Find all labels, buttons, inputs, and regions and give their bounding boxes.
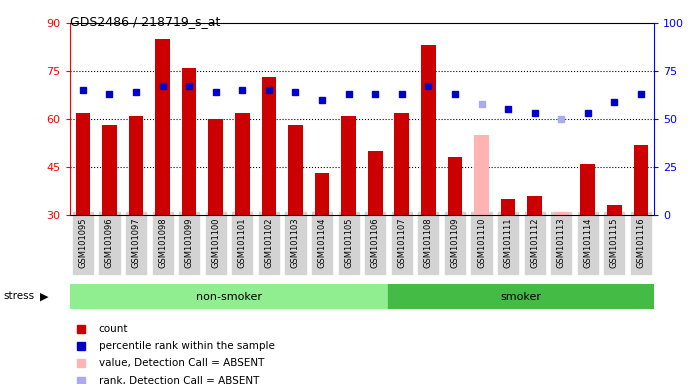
Bar: [129, 116, 143, 215]
Bar: [209, 119, 223, 215]
Bar: [70, 284, 388, 309]
Bar: [395, 113, 409, 215]
Text: rank, Detection Call = ABSENT: rank, Detection Call = ABSENT: [99, 376, 259, 384]
Bar: [474, 135, 489, 215]
Bar: [633, 145, 648, 215]
Bar: [182, 68, 196, 215]
Text: smoker: smoker: [501, 291, 542, 302]
Bar: [607, 205, 622, 215]
Bar: [421, 45, 436, 215]
Bar: [388, 284, 654, 309]
Text: GDS2486 / 218719_s_at: GDS2486 / 218719_s_at: [70, 15, 220, 28]
Text: value, Detection Call = ABSENT: value, Detection Call = ABSENT: [99, 358, 264, 368]
Bar: [501, 199, 515, 215]
Bar: [155, 39, 170, 215]
Text: stress: stress: [3, 291, 35, 301]
Text: percentile rank within the sample: percentile rank within the sample: [99, 341, 275, 351]
Text: ▶: ▶: [40, 291, 49, 301]
Text: non-smoker: non-smoker: [196, 291, 262, 302]
Bar: [448, 157, 462, 215]
Bar: [554, 212, 569, 215]
Bar: [262, 78, 276, 215]
Bar: [315, 174, 329, 215]
Text: count: count: [99, 324, 128, 334]
Bar: [580, 164, 595, 215]
Bar: [76, 113, 90, 215]
Bar: [102, 126, 117, 215]
Bar: [528, 196, 542, 215]
Bar: [341, 116, 356, 215]
Bar: [235, 113, 250, 215]
Bar: [288, 126, 303, 215]
Bar: [368, 151, 383, 215]
